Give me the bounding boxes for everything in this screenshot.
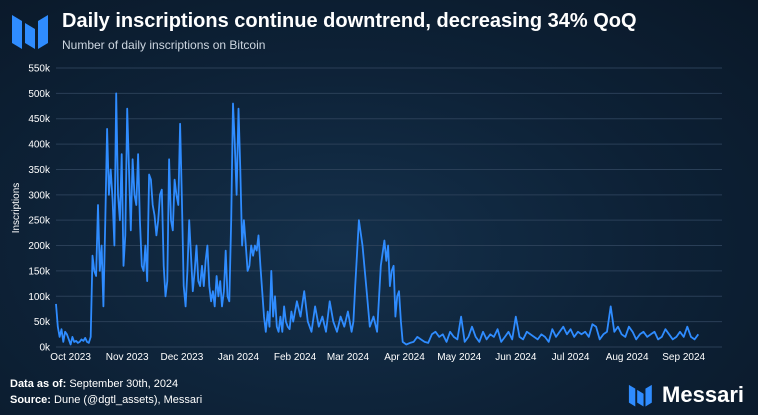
gridlines [56, 67, 722, 348]
source-value: Dune (@dgtl_assets), Messari [54, 394, 203, 406]
y-tick-label: 400k [28, 140, 51, 151]
x-tick-label: Feb 2024 [274, 352, 317, 363]
x-axis-ticks: Oct 2023 Nov 2023 Dec 2023 Jan 2024 Feb 2024… [50, 352, 705, 363]
data-as-of-value: September 30th, 2024 [69, 378, 179, 390]
y-tick-label: 350k [28, 165, 51, 176]
x-tick-label: Jan 2024 [218, 352, 260, 363]
brand-name: Messari [662, 382, 744, 407]
y-axis-label: Inscriptions [11, 183, 22, 234]
x-tick-label: Jul 2024 [552, 352, 590, 363]
x-tick-label: Sep 2024 [662, 352, 705, 363]
source: Source: Dune (@dgtl_assets), Messari [10, 394, 202, 406]
y-tick-label: 150k [28, 266, 51, 277]
x-tick-label: Jun 2024 [495, 352, 537, 363]
messari-logo-icon [12, 15, 48, 49]
brand: Messari [626, 380, 744, 410]
y-tick-label: 300k [28, 190, 51, 201]
x-tick-label: Nov 2023 [106, 352, 149, 363]
x-tick-label: May 2024 [437, 352, 481, 363]
y-tick-label: 0k [39, 343, 51, 354]
source-label: Source: [10, 394, 51, 406]
data-as-of: Data as of: September 30th, 2024 [10, 378, 178, 390]
x-tick-label: Apr 2024 [384, 352, 425, 363]
y-tick-label: 50k [34, 317, 51, 328]
x-tick-label: Dec 2023 [160, 352, 203, 363]
series-line-daily-inscriptions [55, 92, 700, 346]
y-tick-label: 450k [28, 114, 51, 125]
y-tick-label: 550k [28, 64, 51, 75]
x-tick-label: Aug 2024 [606, 352, 649, 363]
chart-title: Daily inscriptions continue downtrend, d… [62, 10, 637, 32]
chart-subtitle: Number of daily inscriptions on Bitcoin [62, 38, 266, 52]
y-tick-label: 500k [28, 89, 51, 100]
x-tick-label: Oct 2023 [50, 352, 91, 363]
x-tick-label: Mar 2024 [327, 352, 370, 363]
y-axis-ticks: 0k 50k 100k 150k 200k 250k 300k 350k 400k 450k 500… [28, 64, 51, 354]
data-as-of-label: Data as of: [10, 378, 67, 390]
y-tick-label: 100k [28, 292, 51, 303]
y-tick-label: 200k [28, 241, 51, 252]
y-tick-label: 250k [28, 216, 51, 227]
messari-brand-icon [628, 384, 652, 407]
